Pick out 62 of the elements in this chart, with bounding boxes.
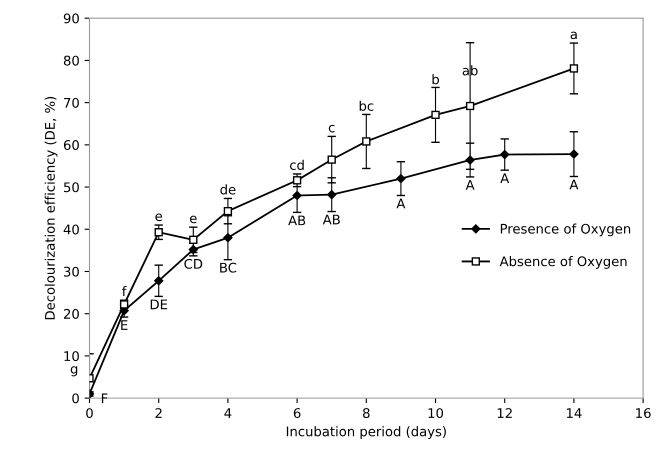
y-tick-label: 60: [64, 140, 79, 150]
point: [396, 174, 406, 184]
x-tick-label: 10: [428, 408, 444, 418]
point: [328, 155, 336, 164]
point: [570, 64, 578, 73]
point: [188, 244, 198, 254]
x-tick-label: 14: [566, 408, 582, 418]
y-tick-label: 80: [64, 56, 79, 66]
annotation: f: [122, 286, 127, 296]
x-tick-label: 4: [224, 408, 232, 418]
y-tick-label: 0: [72, 393, 79, 404]
annotation: A: [570, 180, 578, 190]
annotation: bc: [360, 100, 374, 111]
x-tick-label: 12: [498, 408, 512, 418]
annotation: cd: [290, 160, 304, 170]
annotation: c: [328, 124, 335, 132]
x-axis-title: Incubation period (days): [286, 426, 446, 439]
annotation: de: [220, 184, 236, 195]
annotation: CD: [184, 258, 202, 269]
legend-label: Absence of Oxygen: [500, 256, 627, 269]
x-tick-label: 2: [155, 408, 162, 418]
annotation: b: [432, 74, 439, 84]
annotation: BC: [220, 262, 236, 273]
annotation: A: [396, 198, 406, 208]
annotation: E: [121, 320, 128, 330]
point: [223, 233, 233, 242]
point: [466, 102, 474, 110]
annotation: DE: [150, 300, 168, 310]
x-tick-label: 16: [636, 408, 651, 418]
y-tick-label: 20: [64, 308, 79, 319]
legend-label: Presence of Oxygen: [500, 223, 630, 236]
annotation: e: [155, 214, 162, 222]
annotation: AB: [288, 216, 306, 226]
point: [154, 228, 163, 236]
x-tick-label: 8: [363, 408, 370, 418]
point: [465, 155, 475, 165]
point: [431, 110, 440, 120]
annotation: A: [466, 180, 475, 190]
x-tick-label: 6: [294, 408, 300, 418]
y-tick-label: 30: [64, 266, 79, 277]
y-axis-title: Decolourization efficiency (DE, %): [44, 96, 58, 320]
point: [500, 150, 510, 160]
point: [224, 206, 232, 216]
y-tick-label: 70: [64, 98, 79, 108]
point: [362, 137, 370, 146]
point: [154, 276, 164, 286]
y-tick-label: 40: [64, 224, 79, 234]
y-tick-label: 50: [64, 182, 79, 192]
annotation: g: [70, 366, 78, 376]
point: [292, 190, 302, 200]
annotation: A: [500, 173, 510, 183]
annotation: AB: [322, 214, 340, 224]
y-tick-label: 10: [64, 351, 79, 362]
point: [327, 190, 336, 200]
annotation: a: [570, 32, 577, 40]
point: [189, 236, 198, 244]
point: [292, 176, 302, 184]
x-tick-label: 0: [86, 408, 93, 418]
point: [569, 150, 579, 159]
annotation: F: [102, 393, 108, 404]
annotation: e: [190, 216, 197, 224]
y-tick-label: 90: [64, 13, 79, 24]
